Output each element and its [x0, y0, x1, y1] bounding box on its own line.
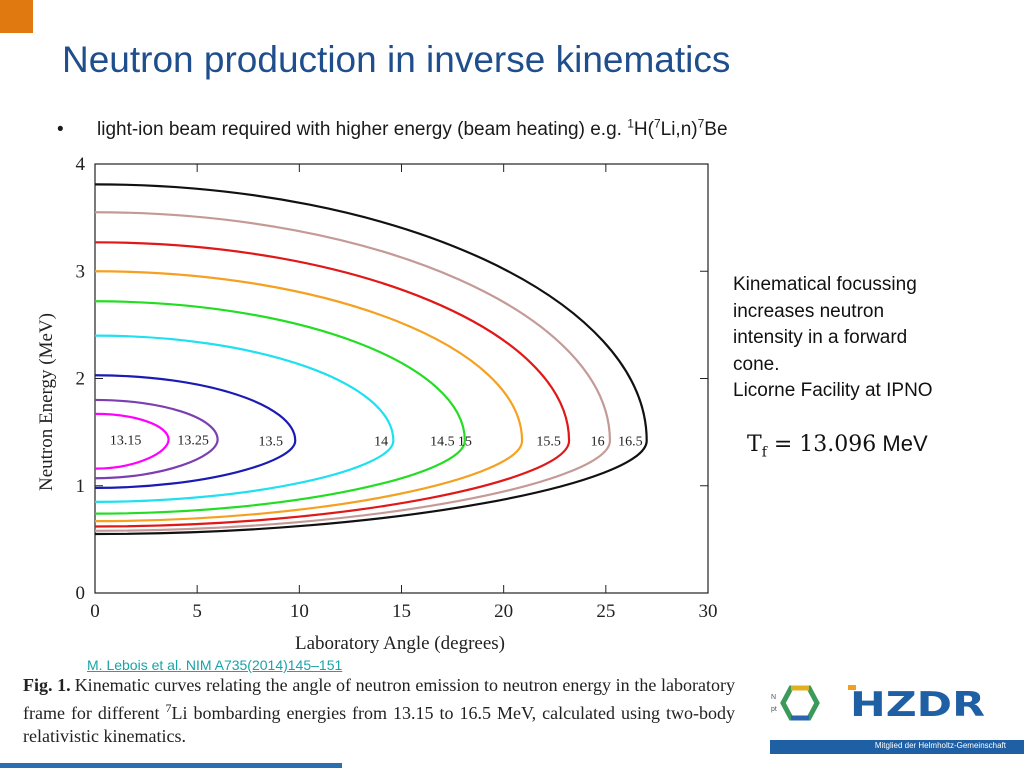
caption-text-before: Kinematic curves relating the angle of n… [23, 675, 736, 723]
side-note: Kinematical focussing increases neutron … [733, 272, 1003, 405]
bullet-li: Li,n) [660, 119, 698, 140]
citation-link[interactable]: M. Lebois et al. NIM A735(2014)145–151 [87, 657, 343, 673]
y-tick-label-3: 3 [76, 261, 86, 282]
corner-accent [0, 0, 33, 33]
y-tick-label-1: 1 [76, 476, 86, 497]
x-tick-label-2: 10 [290, 601, 309, 622]
footer-bar: Mitglied der Helmholtz-Gemeinschaft [770, 740, 1024, 754]
y-axis-title: Neutron Energy (MeV) [36, 313, 57, 491]
x-tick-label-5: 25 [596, 601, 615, 622]
bullet-text-main: light-ion beam required with higher ener… [97, 119, 628, 140]
figure-caption: Fig. 1. Kinematic curves relating the ang… [23, 674, 735, 748]
svg-text:N: N [771, 694, 776, 701]
slide-title: Neutron production in inverse kinematics [62, 39, 731, 80]
side-note-line-3: intensity in a forward [733, 327, 908, 348]
curve-15 [94, 270, 524, 523]
x-tick-label-6: 30 [699, 601, 718, 622]
bullet-item: • light-ion beam required with higher ene… [57, 118, 957, 142]
svg-text:pt: pt [771, 706, 777, 713]
side-note-line-4: cone. [733, 353, 780, 375]
curve-14 [94, 334, 395, 503]
curve-label-14: 14 [374, 435, 388, 450]
formula-unit: MeV [876, 431, 928, 456]
formula: Tf = 13.096 MeV [747, 431, 928, 460]
x-tick-label-3: 15 [392, 601, 411, 622]
curve-label-13-15: 13.15 [110, 434, 141, 449]
x-tick-label-0: 0 [90, 601, 100, 622]
partner-logo: N pt [770, 682, 830, 724]
bullet-sup-7a: 7 [653, 118, 661, 131]
side-note-line-5: Licorne Facility at IPNO [733, 380, 933, 401]
curve-labels-layer: 13.15 13.25 13.5 14 14.5 15 15.5 16 16.5 [110, 434, 643, 450]
bottom-accent-line [0, 763, 342, 768]
curve-label-13-25: 13.25 [177, 434, 209, 449]
footer-tagline: Mitglied der Helmholtz-Gemeinschaft [874, 741, 1006, 750]
caption-sup: 7 [165, 701, 172, 715]
side-note-line-2: increases neutron [733, 300, 885, 322]
curve-13-25 [94, 398, 219, 480]
bullet-be: Be [704, 119, 728, 140]
y-tick-label-2: 2 [76, 369, 86, 390]
bullet-h: H( [633, 119, 654, 140]
curve-label-15: 15 [458, 435, 472, 450]
formula-subscript: f [761, 444, 767, 461]
curve-label-15-5: 15.5 [536, 435, 561, 450]
caption-fig-label: Fig. 1. [23, 675, 71, 695]
curve-label-14-5: 14.5 [430, 435, 455, 450]
bullet-sup-7b: 7 [697, 118, 705, 131]
curve-15-5 [94, 241, 571, 528]
curves-layer [94, 183, 648, 536]
formula-symbol: T [747, 432, 762, 457]
axes-layer: 0 5 10 15 20 25 30 0 1 2 3 4 [76, 154, 718, 622]
curve-label-16: 16 [591, 435, 605, 450]
bullet-sup-1: 1 [627, 118, 634, 131]
y-tick-label-4: 4 [76, 154, 86, 175]
bullet-text: light-ion beam required with higher ener… [97, 118, 728, 140]
curve-16-5 [94, 183, 648, 536]
kinematic-chart: 0 5 10 15 20 25 30 0 1 2 3 4 13.15 13.25 13.5 14 14.5 15… [30, 150, 740, 660]
curve-14-5 [94, 300, 466, 515]
y-tick-label-0: 0 [76, 583, 86, 604]
hzdr-logo-icon: HZDR [848, 685, 985, 725]
hzdr-logo-text: HZDR [850, 685, 985, 719]
curve-16 [94, 211, 612, 532]
bullet-marker: • [57, 119, 64, 140]
hzdr-logo: HZDR [848, 683, 988, 725]
curve-label-16-5: 16.5 [618, 435, 643, 450]
curve-label-13-5: 13.5 [258, 435, 283, 450]
x-tick-label-1: 5 [192, 601, 202, 622]
caption-text-after: Li bombarding energies from 13.15 to 16.… [23, 703, 735, 746]
side-note-line-1: Kinematical focussing [733, 274, 917, 295]
curve-13-5 [94, 374, 297, 489]
x-tick-label-4: 20 [494, 601, 513, 622]
x-axis-title: Laboratory Angle (degrees) [295, 633, 505, 654]
curve-13-15 [94, 412, 170, 470]
formula-value: = 13.096 [766, 432, 877, 457]
partner-logo-icon: N pt [771, 685, 820, 721]
